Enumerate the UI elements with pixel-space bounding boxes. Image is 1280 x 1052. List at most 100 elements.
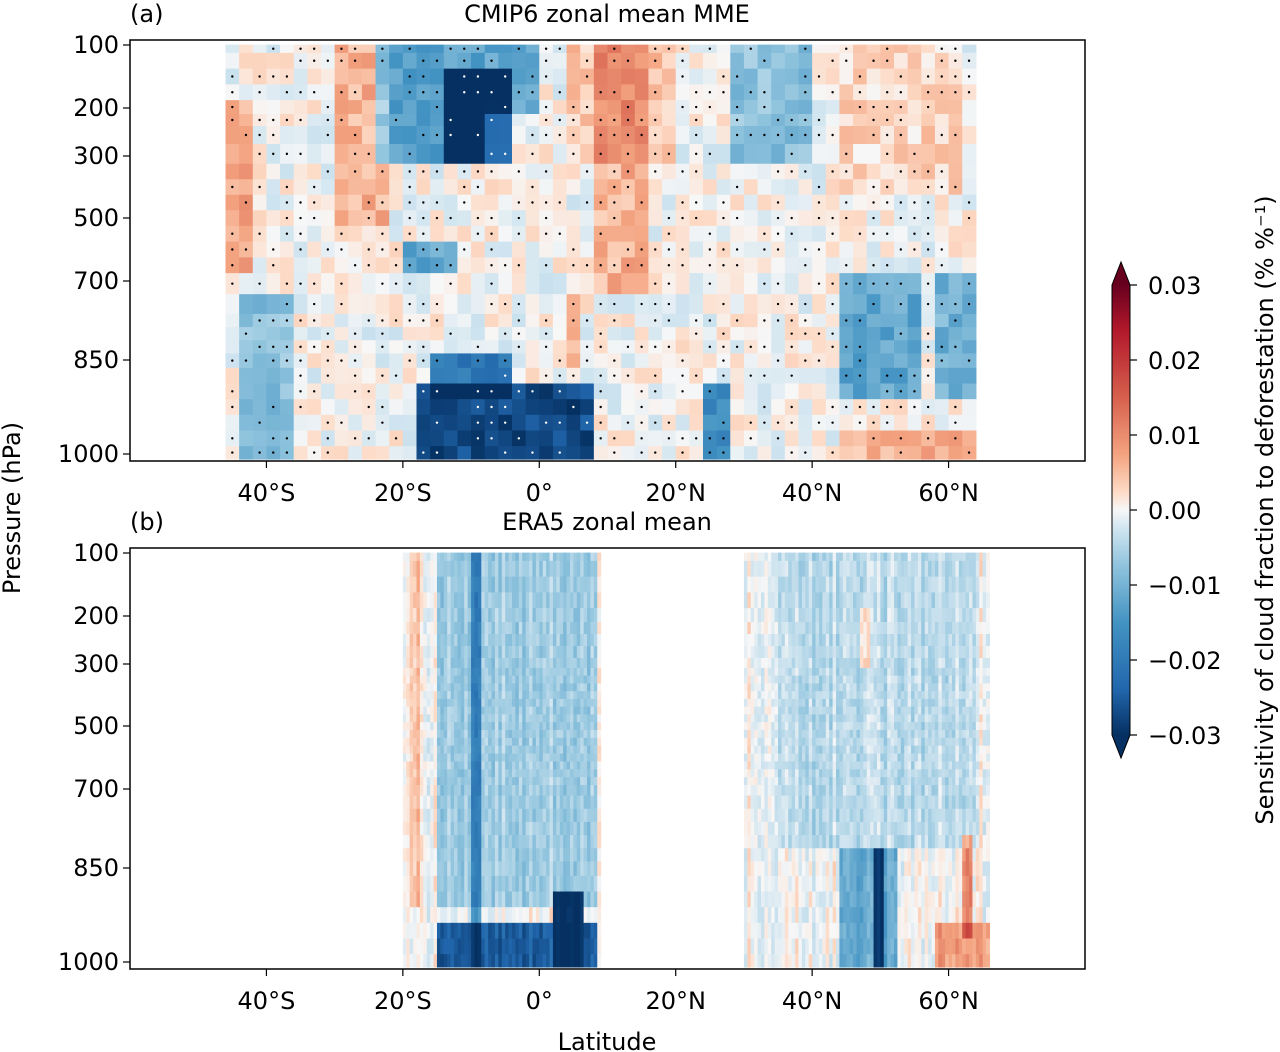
heat-cell xyxy=(593,646,598,659)
heat-cell xyxy=(760,821,765,836)
heat-cell xyxy=(576,691,581,700)
heat-cell xyxy=(409,861,414,877)
heat-cell xyxy=(488,675,493,684)
x-tick-label: 40°N xyxy=(782,479,843,507)
heat-cell xyxy=(266,294,281,315)
stipple-dot xyxy=(654,390,657,393)
heat-cell xyxy=(474,722,479,731)
heat-cell xyxy=(430,706,435,715)
heat-cell xyxy=(563,954,568,968)
heat-cell xyxy=(587,907,591,924)
stipple-dot xyxy=(722,264,725,267)
heat-cell xyxy=(563,646,568,659)
heat-cell xyxy=(597,835,602,849)
heat-cell xyxy=(563,698,568,708)
stipple-dot xyxy=(422,201,425,204)
heat-cell xyxy=(529,938,533,955)
heat-cell xyxy=(488,608,493,623)
heat-cell xyxy=(474,729,479,739)
stipple-dot xyxy=(681,359,684,362)
heat-cell xyxy=(552,785,557,797)
heat-cell xyxy=(781,808,786,823)
heat-cell xyxy=(934,383,950,400)
heat-cell xyxy=(436,938,441,955)
heat-cell xyxy=(542,938,547,955)
heat-cell xyxy=(798,714,803,723)
heat-cell xyxy=(416,729,421,739)
heat-cell xyxy=(402,737,407,747)
stipple-dot xyxy=(885,91,889,94)
heat-cell xyxy=(559,821,564,836)
heat-cell xyxy=(402,667,407,677)
heat-cell xyxy=(443,875,448,892)
heat-cell xyxy=(607,414,622,432)
stipple-dot xyxy=(517,302,521,306)
heat-cell xyxy=(239,179,254,196)
heat-cell xyxy=(556,777,561,786)
heat-cell xyxy=(716,44,731,54)
heat-cell xyxy=(467,608,472,623)
heat-cell xyxy=(764,576,769,593)
x-tick-label: 40°S xyxy=(238,479,296,507)
heat-cell xyxy=(430,737,435,747)
heat-cell xyxy=(433,861,438,877)
heat-cell xyxy=(426,875,431,892)
stipple-dot xyxy=(422,302,425,306)
heat-cell xyxy=(508,714,513,723)
heat-cell xyxy=(853,446,868,460)
heat-cell xyxy=(825,353,841,369)
stipple-dot xyxy=(722,332,725,335)
heat-cell xyxy=(515,761,520,770)
heat-cell xyxy=(757,795,762,810)
heat-cell xyxy=(512,114,527,127)
heat-cell xyxy=(512,861,516,877)
heat-cell xyxy=(416,745,421,755)
heat-cell xyxy=(788,745,793,755)
heat-cell xyxy=(467,875,472,892)
heat-cell xyxy=(788,722,793,731)
heat-cell xyxy=(743,745,748,755)
heat-cell xyxy=(348,100,363,115)
stipple-dot xyxy=(654,118,657,122)
stipple-dot xyxy=(353,359,357,362)
heat-cell xyxy=(934,114,950,127)
stipple-dot xyxy=(463,47,466,50)
heat-cell xyxy=(450,954,455,968)
heat-cell xyxy=(566,608,571,623)
heat-cell xyxy=(464,737,469,747)
stipple-dot xyxy=(763,133,766,137)
heat-cell xyxy=(566,273,581,295)
stipple-dot xyxy=(681,216,684,220)
heat-cell xyxy=(501,576,506,593)
heat-cell xyxy=(788,922,793,939)
stipple-dot xyxy=(926,282,930,285)
heat-cell xyxy=(784,430,800,447)
heat-cell xyxy=(812,367,827,385)
stipple-dot xyxy=(858,405,862,409)
heat-cell xyxy=(402,954,407,968)
heat-cell xyxy=(798,552,803,562)
heat-cell xyxy=(491,938,496,955)
heat-cell xyxy=(488,861,493,877)
stipple-dot xyxy=(531,91,534,94)
heat-cell xyxy=(280,163,295,180)
heat-cell xyxy=(460,761,465,770)
heat-cell xyxy=(471,658,475,669)
heat-cell xyxy=(747,658,752,669)
heat-cell xyxy=(703,114,718,127)
stipple-dot xyxy=(490,405,493,409)
heat-cell xyxy=(389,144,404,165)
heat-cell xyxy=(743,714,748,723)
heat-cell xyxy=(798,592,803,609)
heat-cell xyxy=(569,745,574,755)
heat-cell xyxy=(423,808,428,823)
heat-cell xyxy=(597,608,602,623)
heat-cell xyxy=(781,795,786,810)
heat-cell xyxy=(853,52,868,70)
heat-cell xyxy=(587,753,591,762)
heat-cell xyxy=(454,714,458,723)
heat-cell xyxy=(754,777,759,786)
heat-cell xyxy=(583,848,588,862)
stipple-dot xyxy=(790,302,793,306)
heat-cell xyxy=(566,560,571,578)
